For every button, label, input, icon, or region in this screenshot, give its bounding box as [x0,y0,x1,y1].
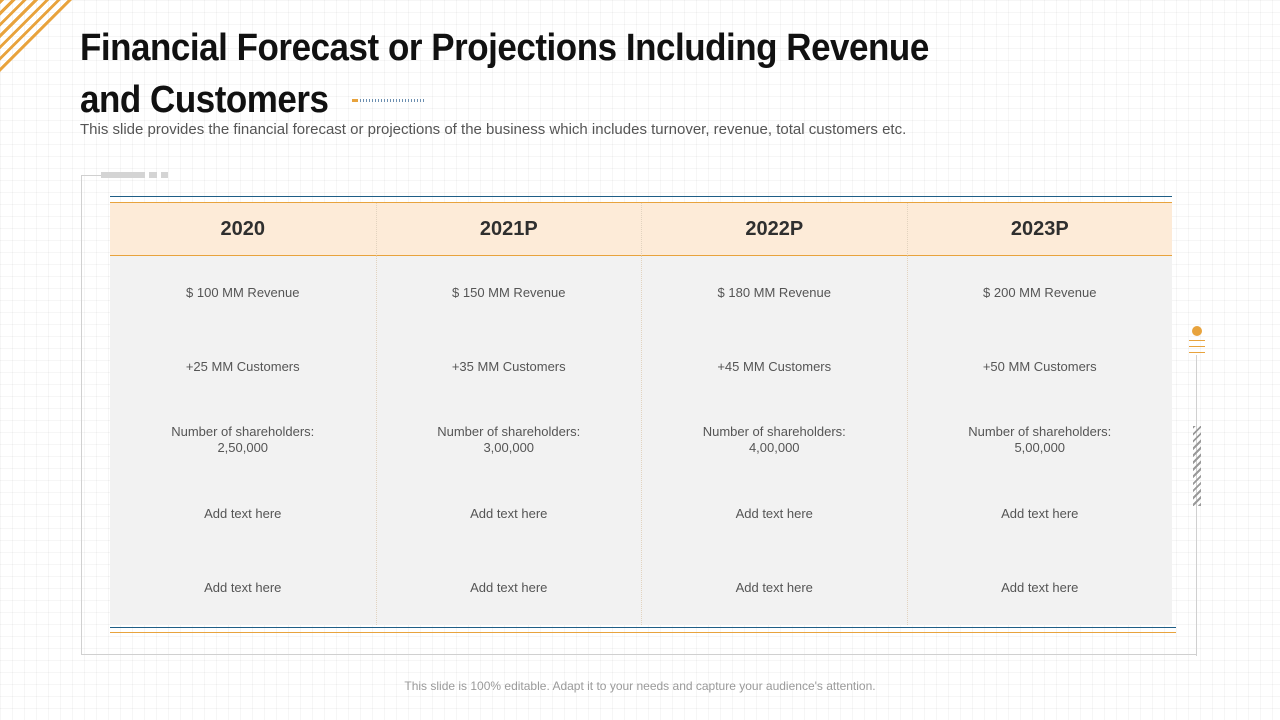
title-accent-dots [360,99,426,102]
forecast-grid: 2020 $ 100 MM Revenue +25 MM Customers N… [110,203,1172,625]
slide-title: Financial Forecast or Projections Includ… [80,27,929,121]
customers-cell: +25 MM Customers [185,358,300,374]
title-accent-dash [352,99,358,102]
frame-top-line [81,175,101,176]
placeholder-cell: Add text here [1001,506,1079,522]
slide-footer: This slide is 100% editable. Adapt it to… [404,679,876,693]
placeholder-cell: Add text here [735,506,813,522]
column-2023p: 2023P $ 200 MM Revenue +50 MM Customers … [906,203,1172,625]
customers-cell: +45 MM Customers [717,358,832,374]
frame-bar [161,172,168,178]
frame-bar [101,172,145,178]
frame-bar [149,172,157,178]
right-hatch-decoration [1193,426,1201,506]
revenue-cell: $ 100 MM Revenue [186,284,300,300]
table-top-orange-line [110,202,1172,203]
placeholder-cell: Add text here [470,580,548,596]
placeholder-cell: Add text here [204,506,282,522]
column-body: $ 200 MM Revenue +50 MM Customers Number… [906,256,1172,625]
placeholder-cell: Add text here [470,506,548,522]
column-header: 2020 [110,203,376,256]
table-bottom-orange-line [110,632,1176,633]
shareholders-cell: Number of shareholders: 4,00,000 [702,424,846,456]
title-accent-decoration [352,99,426,103]
column-2022p: 2022P $ 180 MM Revenue +45 MM Customers … [641,203,907,625]
table-frame [81,175,1197,655]
right-line [1189,352,1205,353]
shareholders-cell: Number of shareholders: 2,50,000 [171,424,315,456]
column-header: 2021P [375,203,641,256]
column-2021p: 2021P $ 150 MM Revenue +35 MM Customers … [375,203,641,625]
revenue-cell: $ 200 MM Revenue [983,284,1097,300]
right-line [1189,346,1205,347]
shareholders-cell: Number of shareholders: 5,00,000 [968,424,1112,456]
corner-stripes-decoration [0,0,72,72]
table-top-blue-line [110,196,1172,197]
column-header: 2022P [641,203,907,256]
right-dot-decoration [1192,326,1202,336]
forecast-table: 2020 $ 100 MM Revenue +25 MM Customers N… [110,196,1176,634]
column-body: $ 100 MM Revenue +25 MM Customers Number… [110,256,376,625]
revenue-cell: $ 150 MM Revenue [452,284,566,300]
right-line [1189,340,1205,341]
right-lines-decoration [1189,340,1205,358]
column-2020: 2020 $ 100 MM Revenue +25 MM Customers N… [110,203,376,625]
column-body: $ 180 MM Revenue +45 MM Customers Number… [641,256,907,625]
slide-subtitle: This slide provides the financial foreca… [80,121,907,138]
column-body: $ 150 MM Revenue +35 MM Customers Number… [375,256,641,625]
placeholder-cell: Add text here [204,580,282,596]
placeholder-cell: Add text here [1001,580,1079,596]
shareholders-cell: Number of shareholders: 3,00,000 [437,424,581,456]
table-bottom-blue-line [110,627,1176,628]
revenue-cell: $ 180 MM Revenue [717,284,831,300]
customers-cell: +50 MM Customers [982,358,1097,374]
placeholder-cell: Add text here [735,580,813,596]
customers-cell: +35 MM Customers [451,358,566,374]
column-header: 2023P [906,203,1172,256]
